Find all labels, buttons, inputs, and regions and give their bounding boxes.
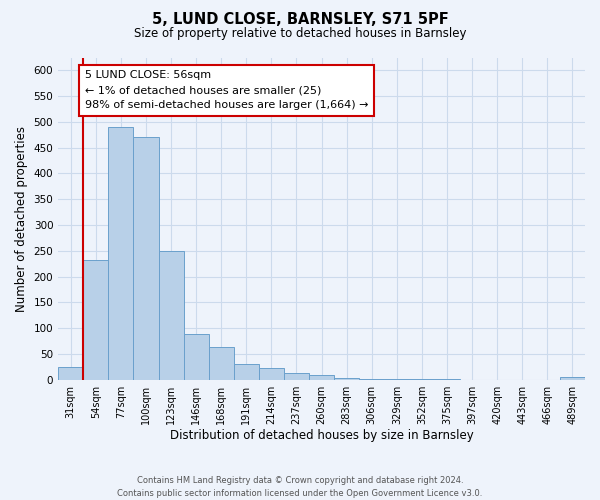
Bar bbox=[209, 347, 234, 380]
Bar bbox=[309, 374, 334, 380]
Bar bbox=[434, 379, 460, 380]
Bar bbox=[158, 251, 184, 380]
Bar bbox=[259, 368, 284, 380]
Bar bbox=[109, 127, 133, 380]
Bar bbox=[184, 334, 209, 380]
Bar bbox=[133, 138, 158, 380]
Text: Contains HM Land Registry data © Crown copyright and database right 2024.
Contai: Contains HM Land Registry data © Crown c… bbox=[118, 476, 482, 498]
Bar bbox=[83, 260, 109, 380]
Text: 5, LUND CLOSE, BARNSLEY, S71 5PF: 5, LUND CLOSE, BARNSLEY, S71 5PF bbox=[152, 12, 448, 28]
Text: Size of property relative to detached houses in Barnsley: Size of property relative to detached ho… bbox=[134, 28, 466, 40]
Y-axis label: Number of detached properties: Number of detached properties bbox=[15, 126, 28, 312]
Bar bbox=[560, 377, 585, 380]
Bar bbox=[58, 367, 83, 380]
Bar bbox=[284, 373, 309, 380]
Bar bbox=[385, 379, 409, 380]
Text: 5 LUND CLOSE: 56sqm
← 1% of detached houses are smaller (25)
98% of semi-detache: 5 LUND CLOSE: 56sqm ← 1% of detached hou… bbox=[85, 70, 368, 110]
X-axis label: Distribution of detached houses by size in Barnsley: Distribution of detached houses by size … bbox=[170, 430, 473, 442]
Bar bbox=[359, 378, 385, 380]
Bar bbox=[409, 379, 434, 380]
Bar bbox=[234, 364, 259, 380]
Bar bbox=[334, 378, 359, 380]
